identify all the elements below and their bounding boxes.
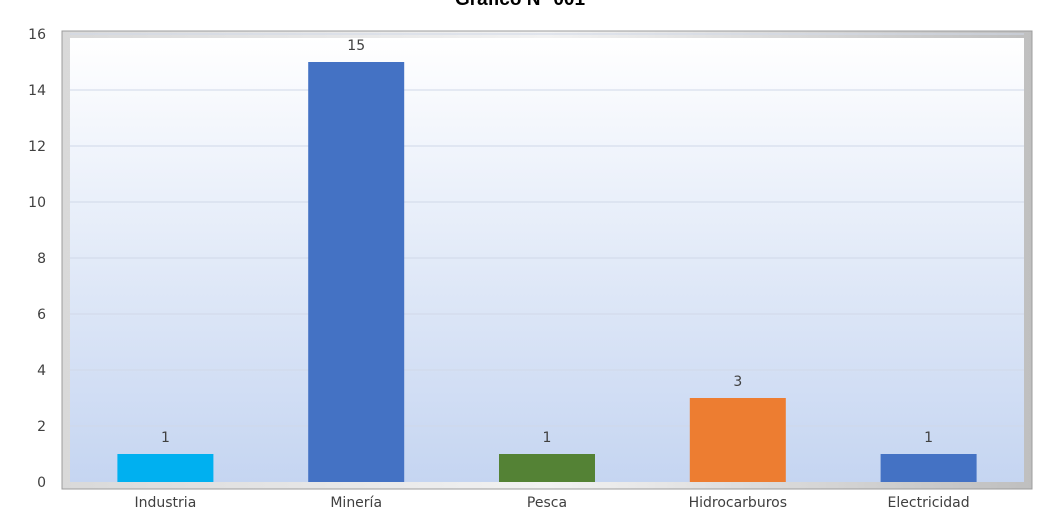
y-axis-ticks: 0 2 4 6 8 10 12 14 16 xyxy=(28,27,46,491)
bar-industria xyxy=(117,454,214,482)
plot-area xyxy=(70,38,1024,482)
data-label: 3 xyxy=(733,374,742,390)
bar-pesca xyxy=(499,454,595,482)
x-axis-categories: Industria Minería Pesca Hidrocarburos Electr… xyxy=(135,495,970,511)
data-label: 1 xyxy=(161,430,170,446)
y-tick-label: 16 xyxy=(28,27,46,43)
y-tick-label: 8 xyxy=(37,251,46,267)
data-label: 1 xyxy=(543,430,552,446)
data-labels: 1 15 1 3 1 xyxy=(161,38,933,446)
y-tick-label: 6 xyxy=(37,307,46,323)
category-label: Minería xyxy=(330,495,382,511)
data-label: 15 xyxy=(347,38,365,54)
y-tick-label: 12 xyxy=(28,139,46,155)
category-label: Pesca xyxy=(527,495,567,511)
category-label: Electricidad xyxy=(888,495,970,511)
gridlines xyxy=(70,33,1024,427)
y-tick-label: 4 xyxy=(37,363,46,379)
bars xyxy=(117,62,977,482)
category-label: Hidrocarburos xyxy=(689,495,787,511)
y-tick-label: 2 xyxy=(37,419,46,435)
bar-electricidad xyxy=(880,454,977,482)
data-label: 1 xyxy=(924,430,933,446)
y-tick-label: 10 xyxy=(28,195,46,211)
chart-title: Gráfico N° 001 xyxy=(0,0,1040,11)
category-label: Industria xyxy=(135,495,197,511)
y-tick-label: 0 xyxy=(37,475,46,491)
bar-hidrocarburos xyxy=(689,398,786,482)
bar-minería xyxy=(308,62,405,482)
y-tick-label: 14 xyxy=(28,83,46,99)
